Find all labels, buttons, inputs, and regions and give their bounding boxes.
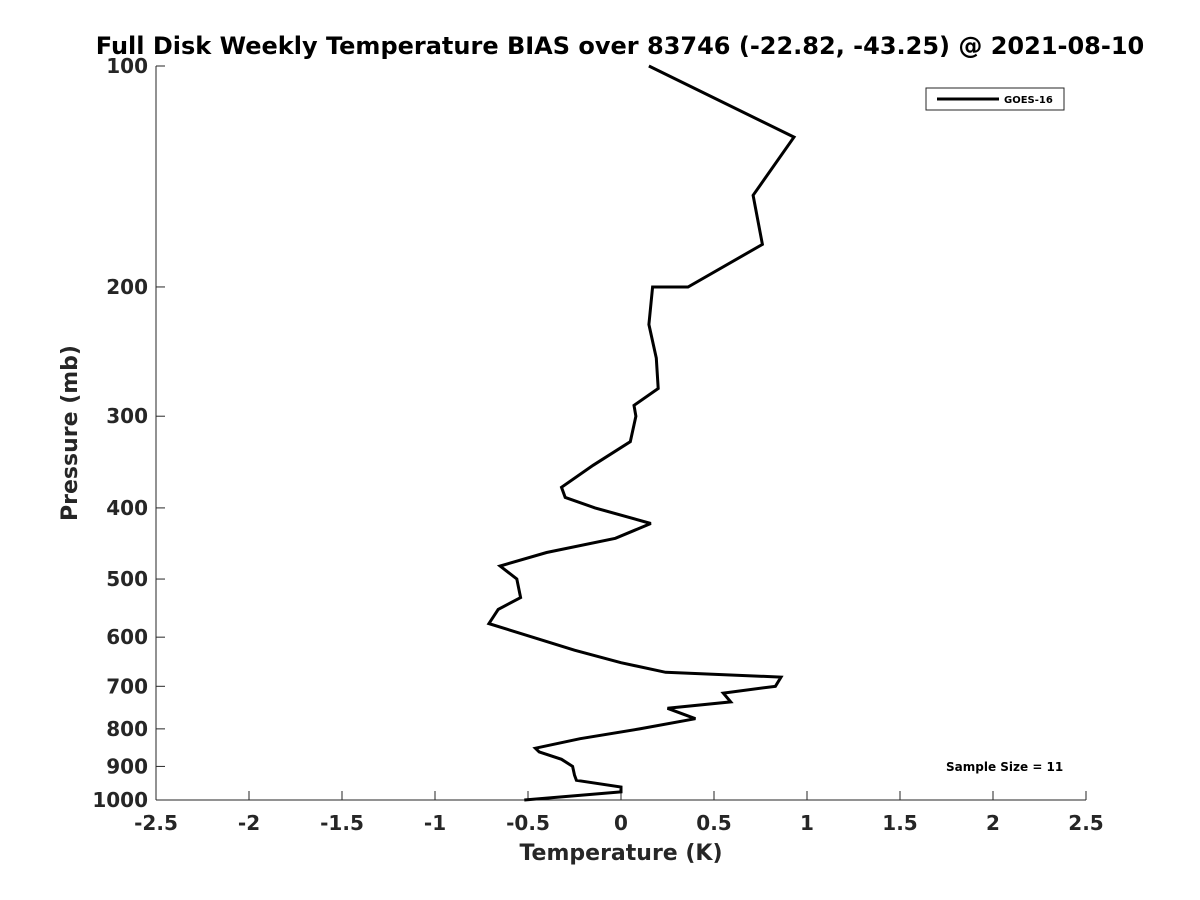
y-tick-label: 100 — [106, 54, 148, 78]
legend: GOES-16 — [925, 87, 1065, 111]
y-tick-label: 500 — [106, 567, 148, 591]
y-tick-label: 400 — [106, 496, 148, 520]
x-tick-label: 2 — [986, 811, 1000, 835]
y-axis-label: Pressure (mb) — [58, 345, 83, 521]
chart-title: Full Disk Weekly Temperature BIAS over 8… — [96, 32, 1144, 60]
x-tick-label: -1.5 — [320, 811, 364, 835]
y-tick-label: 700 — [106, 674, 148, 698]
y-tick-label: 300 — [106, 404, 148, 428]
series-layer — [486, 64, 797, 802]
legend-label-goes-16: GOES-16 — [1004, 95, 1053, 106]
y-tick-label: 1000 — [92, 788, 148, 812]
y-ticks: 100 200 300 400 500 600 700 800 900 1000 — [92, 54, 165, 812]
y-tick-label: 200 — [106, 275, 148, 299]
x-tick-label: -2 — [238, 811, 260, 835]
series-line-goes-16 — [486, 64, 797, 802]
y-tick-label: 900 — [106, 754, 148, 778]
x-tick-label: 1 — [800, 811, 814, 835]
x-tick-label: 2.5 — [1068, 811, 1103, 835]
x-ticks: -2.5 -2 -1.5 -1 -0.5 0 0.5 1 1.5 2 2.5 — [134, 791, 1104, 835]
y-tick-label: 800 — [106, 717, 148, 741]
x-tick-label: 0 — [614, 811, 628, 835]
x-tick-label: -0.5 — [506, 811, 550, 835]
sample-size-annotation: Sample Size = 11 — [946, 760, 1063, 774]
x-tick-label: 0.5 — [696, 811, 731, 835]
x-tick-label: 1.5 — [882, 811, 917, 835]
y-tick-label: 600 — [106, 625, 148, 649]
x-tick-label: -1 — [424, 811, 446, 835]
x-tick-label: -2.5 — [134, 811, 178, 835]
x-axis-label: Temperature (K) — [519, 841, 722, 866]
plot-area: -2.5 -2 -1.5 -1 -0.5 0 0.5 1 1.5 2 2.5 100 200 300 40… — [92, 54, 1103, 835]
